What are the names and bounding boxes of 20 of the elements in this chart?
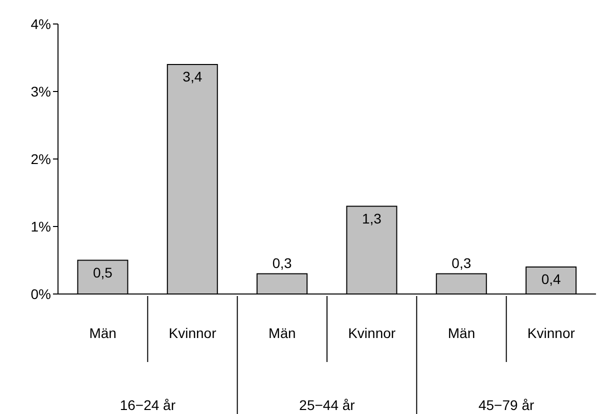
text: 25−44 år xyxy=(299,397,356,413)
x-tick-label: Män xyxy=(268,325,296,341)
x-tick-label: Män xyxy=(448,325,476,341)
data-label: 0,3 xyxy=(272,254,292,271)
y-tick-label: 0% xyxy=(30,286,51,302)
text: 45−79 år xyxy=(478,397,534,413)
y-tick-label: 4% xyxy=(30,16,51,32)
data-label: 3,4 xyxy=(182,68,202,84)
x-tick-label: Kvinnor xyxy=(168,325,217,341)
y-tick-label: 2% xyxy=(30,150,51,167)
x-tick-label: Kvinnor xyxy=(527,325,576,341)
data-label: 0,5 xyxy=(92,264,113,280)
data-label: 0,4 xyxy=(541,271,561,287)
x-tick-label: Kvinnor xyxy=(348,325,396,341)
y-tick-label: 3% xyxy=(30,83,51,100)
y-tick-label: 1% xyxy=(30,218,51,234)
text: 16−24 år xyxy=(120,397,176,413)
data-label: 1,3 xyxy=(362,210,382,226)
x-tick-label: Män xyxy=(89,325,116,341)
data-label: 0,3 xyxy=(452,254,472,271)
